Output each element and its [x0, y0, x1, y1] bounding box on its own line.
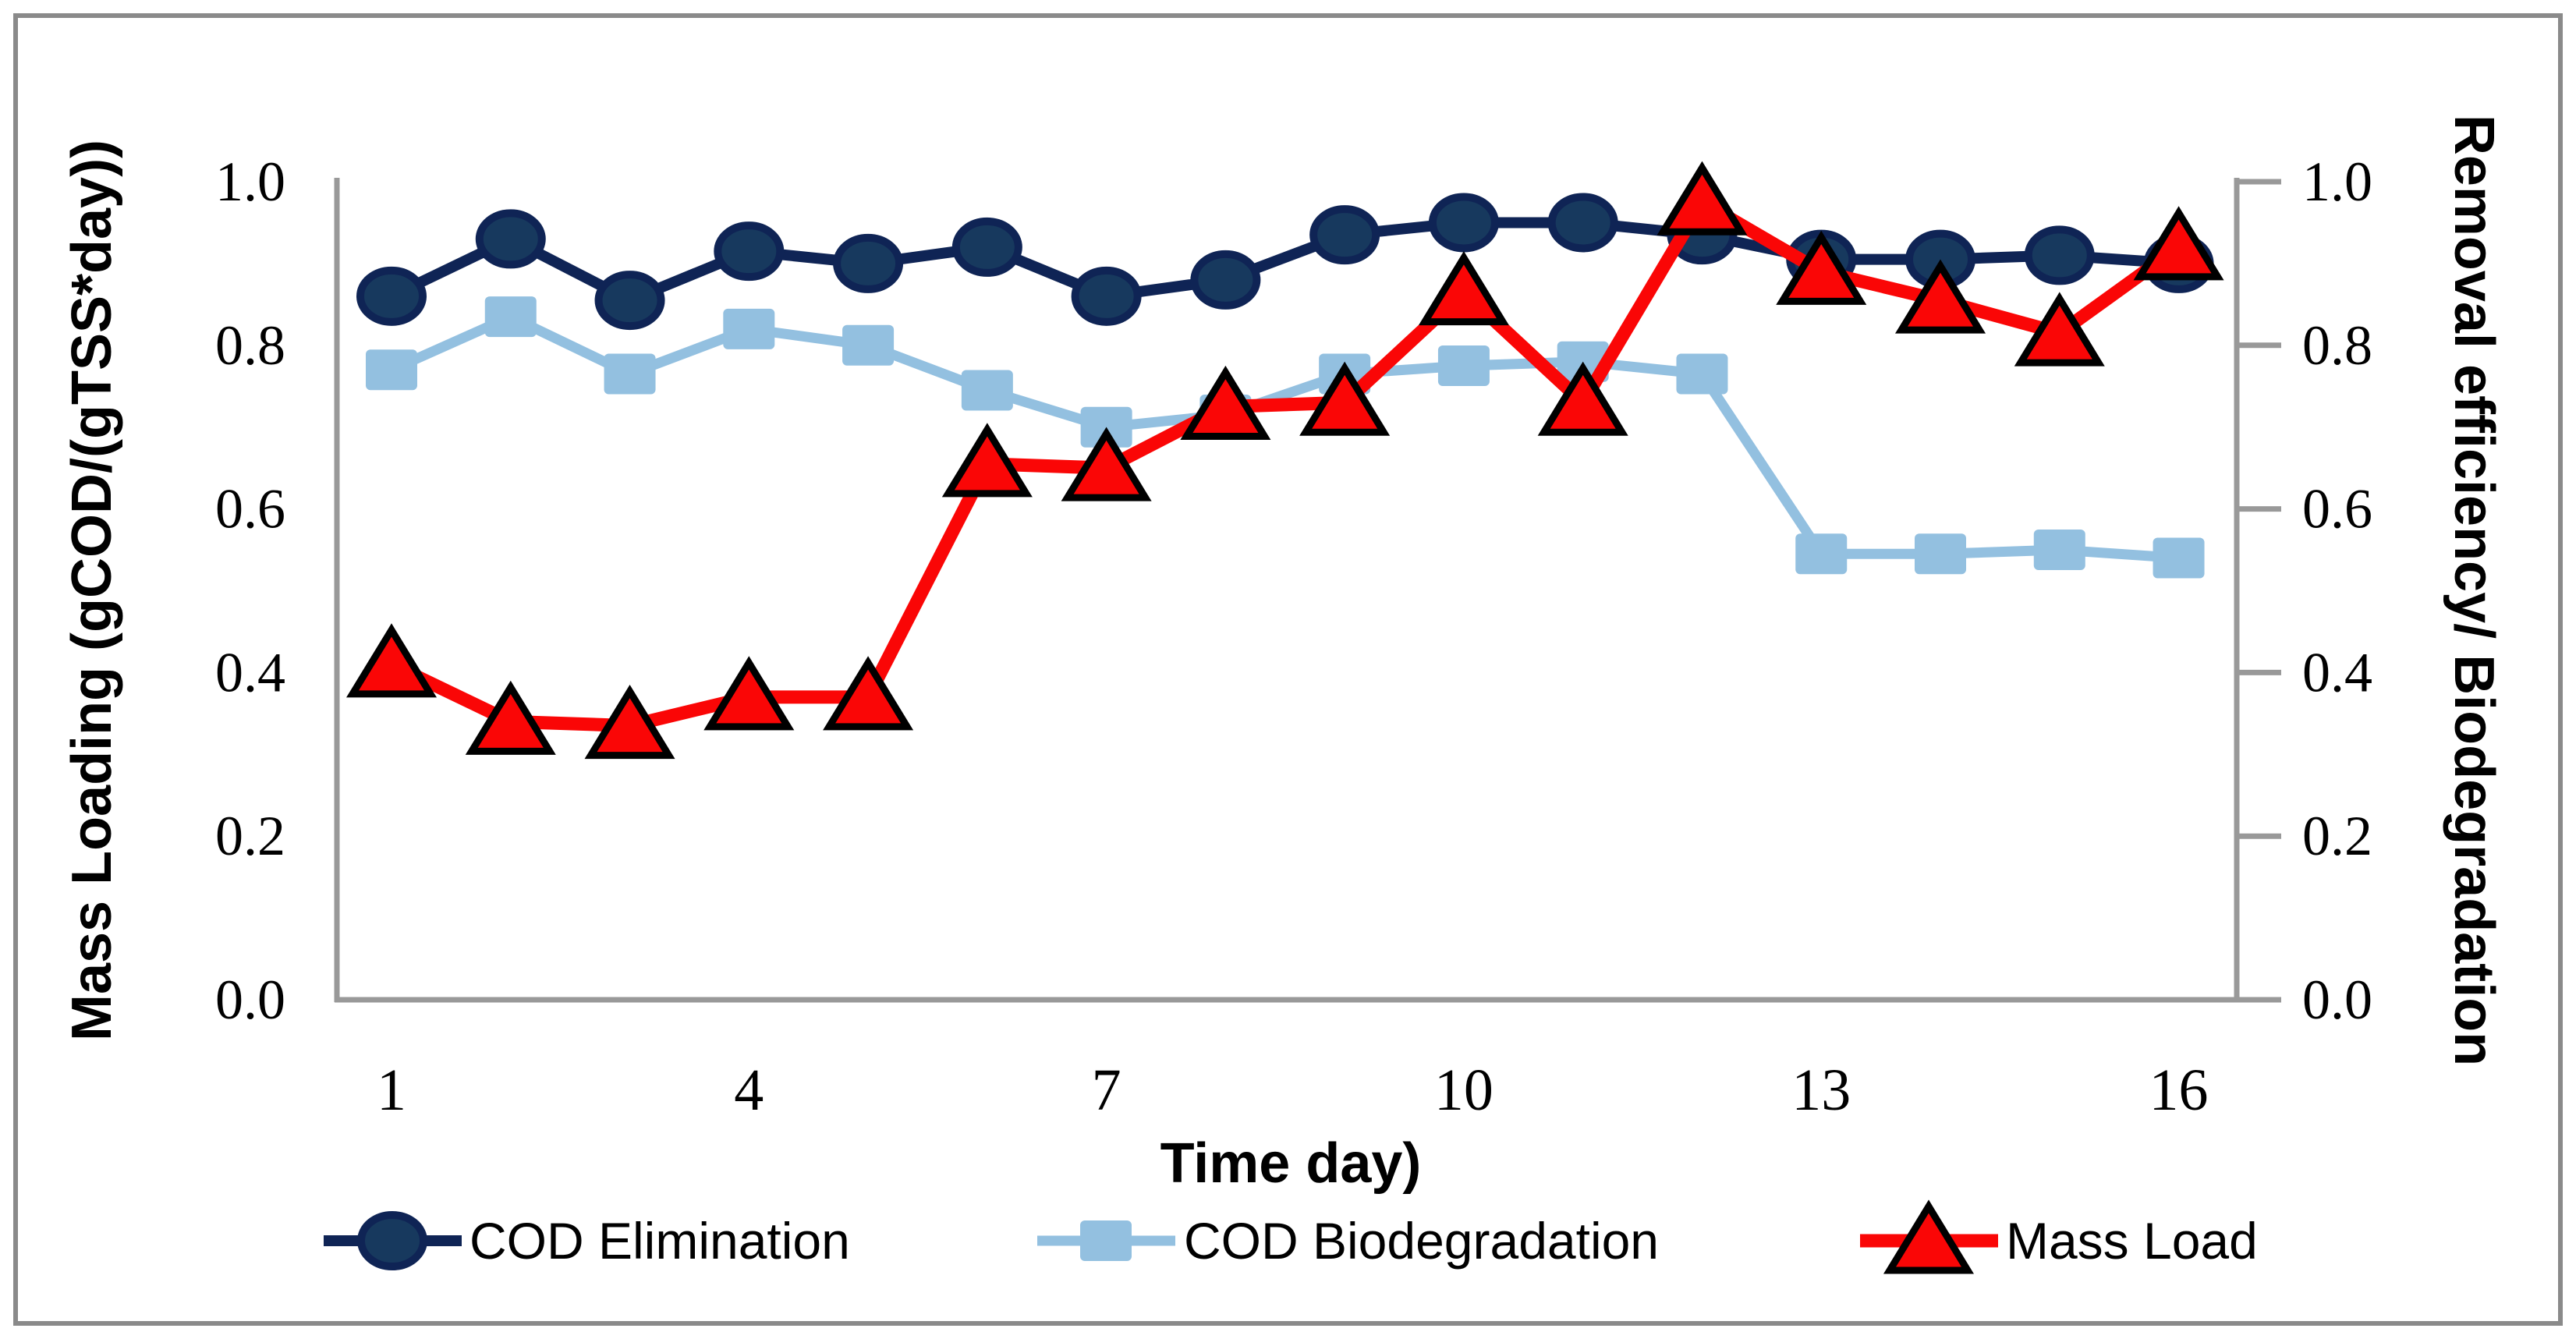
left-axis-tick-label: 0.8 [215, 314, 285, 377]
right-axis-tick-label: 0.8 [2302, 314, 2372, 377]
data-point-marker-square [1080, 1220, 1132, 1261]
data-point-marker-triangle [1418, 250, 1509, 326]
right-axis-tick-label: 0.0 [2302, 969, 2372, 1031]
data-point-marker-triangle [1894, 259, 1986, 334]
data-point-marker-triangle [345, 623, 438, 698]
data-point-marker-circle [475, 209, 546, 269]
data-point-marker-square [2033, 530, 2085, 571]
data-point-marker-square [2153, 537, 2205, 579]
data-point-marker-triangle [1776, 230, 1867, 305]
data-point-marker-square [1437, 345, 1490, 387]
data-point-marker-square [1676, 353, 1728, 395]
data-point-marker-triangle [2014, 292, 2105, 367]
series-line [384, 195, 2186, 733]
right-axis-tick-label: 0.2 [2302, 805, 2372, 867]
data-point-marker-triangle [941, 423, 1033, 498]
data-point-marker-circle [357, 1211, 427, 1270]
data-point-marker-square [842, 324, 895, 366]
right-y-axis-title: Removal efficiency/ Biodegradation [2443, 115, 2505, 1066]
left-axis-tick-label: 0.0 [215, 969, 285, 1031]
data-point-marker-triangle [2133, 206, 2224, 281]
right-axis-tick-label: 0.6 [2302, 478, 2372, 540]
data-point-marker-triangle [703, 656, 795, 731]
data-point-marker-circle [594, 271, 665, 331]
x-axis-tick-label: 10 [1434, 1057, 1494, 1123]
left-axis-tick-label: 0.6 [215, 478, 285, 540]
x-axis-tick-label: 16 [2149, 1057, 2209, 1123]
data-point-marker-square [484, 296, 537, 338]
axes: 0.0 0.0 0.2 0.2 0.4 0.4 0.6 0.6 0.8 0.8 1.0 1.0 1 4 7 1… [215, 151, 2372, 1123]
legend-label: COD Elimination [469, 1212, 850, 1270]
data-point-marker-triangle [1180, 365, 1271, 440]
left-axis-tick-label: 1.0 [215, 151, 285, 213]
series-line [386, 311, 2184, 564]
x-axis-tick-label: 1 [377, 1057, 406, 1123]
data-point-marker-square [366, 349, 417, 391]
data-point-marker-circle [2024, 225, 2095, 285]
data-point-marker-circle [833, 233, 904, 293]
legend-item-cod-elimination: COD Elimination [324, 1211, 850, 1270]
legend-item-cod-biodegradation: COD Biodegradation [1037, 1212, 1659, 1270]
data-point-marker-triangle [465, 680, 556, 755]
data-point-marker-triangle [1883, 1199, 1975, 1274]
data-point-marker-square [1795, 533, 1848, 575]
legend-label: Mass Load [2006, 1212, 2258, 1270]
legend-item-mass-load: Mass Load [1860, 1199, 2258, 1274]
left-axis-tick-label: 0.2 [215, 805, 285, 867]
series-mass-load [345, 161, 2224, 760]
data-point-marker-square [604, 353, 656, 395]
left-y-axis-title: Mass Loading (gCOD/(gTSS*day)) [61, 140, 123, 1041]
data-point-marker-square [961, 370, 1013, 411]
x-axis-tick-label: 7 [1092, 1057, 1121, 1123]
data-point-marker-triangle [1657, 161, 1748, 236]
x-axis-title: Time day) [1160, 1132, 1422, 1195]
data-point-marker-circle [1190, 250, 1261, 310]
data-point-marker-triangle [1299, 361, 1391, 436]
legend-label: COD Biodegradation [1184, 1212, 1659, 1270]
data-point-marker-circle [951, 217, 1022, 277]
data-point-marker-circle [356, 266, 427, 326]
data-point-marker-circle [1547, 193, 1618, 253]
right-axis-tick-label: 1.0 [2302, 151, 2372, 213]
data-point-marker-square [1915, 533, 1967, 575]
data-point-marker-square [723, 308, 775, 349]
data-point-marker-triangle [584, 684, 675, 760]
series-line [386, 217, 2184, 306]
data-point-marker-triangle [1061, 427, 1152, 501]
data-point-marker-circle [1071, 266, 1142, 326]
data-point-marker-circle [714, 221, 785, 282]
data-point-marker-triangle [1537, 361, 1628, 436]
x-axis-tick-label: 13 [1791, 1057, 1851, 1123]
figure-border [13, 13, 2563, 1326]
right-axis-tick-label: 0.4 [2302, 641, 2372, 703]
data-point-marker-circle [1428, 193, 1499, 253]
x-axis-tick-label: 4 [734, 1057, 764, 1123]
legend: COD Elimination COD Biodegradation Mass Lo… [324, 1199, 2258, 1274]
data-point-marker-circle [1309, 205, 1380, 265]
series-cod-biodegradation [366, 296, 2205, 579]
left-axis-tick-label: 0.4 [215, 641, 285, 703]
data-point-marker-triangle [823, 656, 914, 731]
